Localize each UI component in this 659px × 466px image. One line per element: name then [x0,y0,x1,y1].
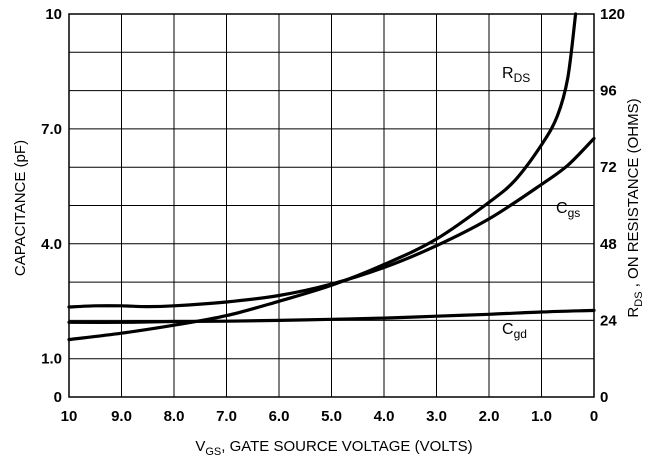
series-label-c-gd: Cgd [502,321,527,341]
x-tick-label: 2.0 [479,408,500,425]
x-title-main: V [195,438,205,455]
x-tick-label: 7.0 [216,408,237,425]
x-tick-label: 1.0 [531,408,552,425]
y-left-tick-label: 0 [54,389,62,406]
series-label-c-gs: Cgs [556,200,580,220]
x-title-sub: GS [205,446,221,458]
series-line-c-gs [67,136,596,309]
yr-title-sub: DS [633,291,645,306]
y-right-tick-label: 72 [600,159,617,176]
y-right-tick-label: 24 [600,312,617,329]
y-left-tick-labels: 0 1.0 4.0 7.0 10 [41,6,62,406]
x-title-rest: , GATE SOURCE VOLTAGE (VOLTS) [221,438,472,455]
plot-frame [68,13,595,398]
y-left-axis-title: CAPACITANCE (pF) [12,140,29,276]
x-axis-title: VGS, GATE SOURCE VOLTAGE (VOLTS) [195,438,472,458]
y-right-tick-label: 0 [600,389,608,406]
x-tick-label: 4.0 [374,408,395,425]
x-tick-label: 9.0 [111,408,132,425]
series-label-r-ds: RDS [502,65,530,85]
x-tick-label: 6.0 [269,408,290,425]
y-right-tick-label: 48 [600,236,617,253]
x-tick-labels: 10 9.0 8.0 7.0 6.0 5.0 4.0 3.0 2.0 1.0 0 [61,408,599,425]
y-left-tick-label: 1.0 [41,351,62,368]
y-right-tick-labels: 0 24 48 72 96 120 [600,6,625,406]
series-line-c-gd [67,308,596,324]
y-right-tick-label: 120 [600,6,625,23]
y-right-axis-title: RDS , ON RESISTANCE (OHMS) [625,98,645,317]
series-lines [67,12,596,342]
yr-title-rest: , ON RESISTANCE (OHMS) [625,98,642,291]
yr-title-main: R [625,307,642,318]
x-tick-label: 3.0 [426,408,447,425]
x-tick-label: 0 [590,408,598,425]
y-left-tick-label: 10 [45,6,62,23]
x-tick-label: 5.0 [321,408,342,425]
y-right-tick-label: 96 [600,83,617,100]
series-line-r-ds [67,12,578,342]
x-tick-label: 8.0 [164,408,185,425]
x-tick-label: 10 [61,408,78,425]
series-labels: RDS Cgs Cgd [502,65,580,341]
y-left-tick-label: 4.0 [41,236,62,253]
y-left-tick-label: 7.0 [41,121,62,138]
